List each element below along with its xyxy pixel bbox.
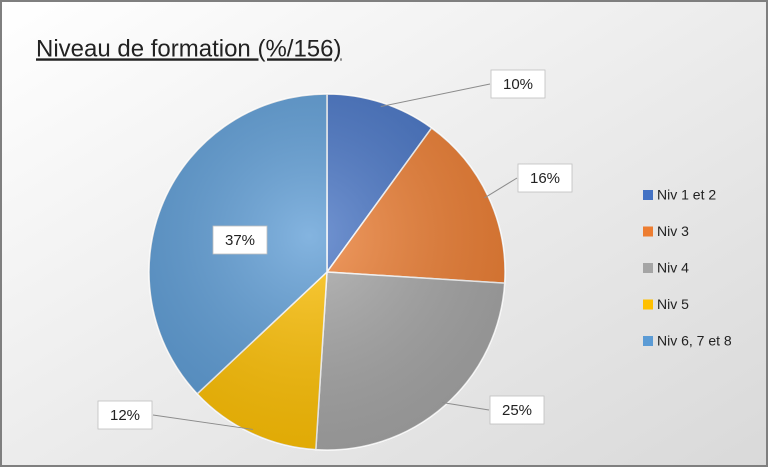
legend-swatch <box>643 336 653 346</box>
leader-line <box>441 402 490 411</box>
leader-line <box>484 177 518 199</box>
legend-swatch <box>643 299 653 310</box>
data-label: 16% <box>530 170 560 187</box>
legend-swatch <box>643 226 653 237</box>
label-box <box>490 69 546 99</box>
label-box <box>517 163 573 193</box>
legend-swatch <box>643 190 653 200</box>
legend-swatch <box>643 263 653 273</box>
data-label: 37% <box>225 232 255 249</box>
label-box <box>212 225 268 255</box>
legend-label: Niv 4 <box>657 260 689 276</box>
data-label: 10% <box>503 76 533 93</box>
chart-title: Niveau de formation (%/156) <box>36 35 341 62</box>
legend-label: Niv 1 et 2 <box>657 187 716 203</box>
data-labels: 10% 16% 25% 12% 37% <box>97 69 573 430</box>
legend-label: Niv 3 <box>657 223 689 239</box>
leader-line <box>152 414 253 430</box>
pie <box>148 93 506 451</box>
data-label: 25% <box>502 402 532 419</box>
legend-label: Niv 6, 7 et 8 <box>657 333 732 349</box>
legend-label: Niv 5 <box>657 296 689 312</box>
legend: Niv 1 et 2 Niv 3 Niv 4 Niv 5 Niv 6, 7 et 8 <box>643 187 732 349</box>
leader-line <box>380 83 491 108</box>
label-box <box>489 395 545 425</box>
data-label: 12% <box>110 407 140 424</box>
label-box <box>97 400 153 430</box>
